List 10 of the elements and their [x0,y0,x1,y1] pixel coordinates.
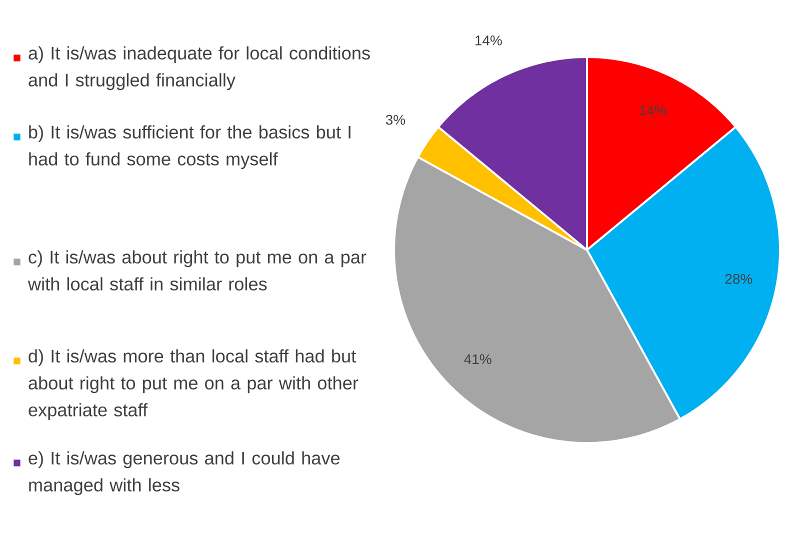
legend-label: e) It is/was generous and I could have managed with less [28,451,340,496]
data-label: 14% [640,105,666,116]
data-label: 28% [725,274,752,284]
data-label: 41% [464,354,492,364]
data-label: 3% [386,114,406,125]
legend-label: d) It is/was more than local staff had but about right to put me on a par with other expatriate staff [28,349,358,420]
legend-label: b) It is/was sufficient for the basics but I had to fund some costs myself [29,125,350,170]
data-label: 14% [475,36,502,46]
legend-label: a) It is/was inadequate for local conditions and I struggled financially [28,46,370,90]
legend-label: c) It is/was about right to put me on a par with local staff in similar roles [28,250,366,290]
